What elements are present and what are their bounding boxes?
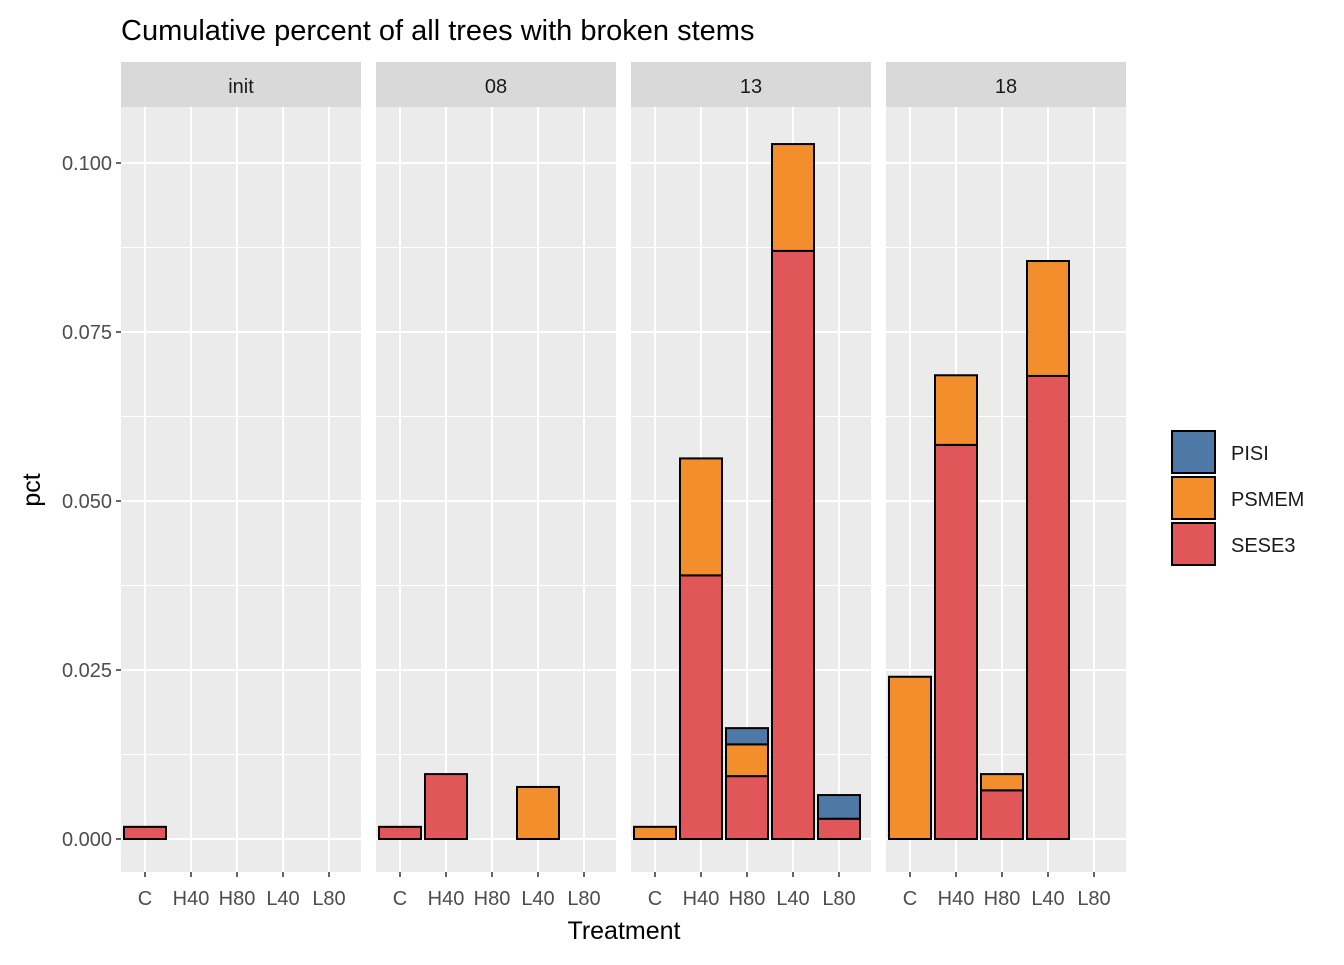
bar-segment-sese3-c	[378, 825, 422, 840]
bar-segment-pisi-l80	[817, 794, 861, 820]
panel-background	[121, 107, 361, 872]
x-tick-label: L40	[776, 888, 809, 910]
bar-segment-psmem-l40	[1026, 260, 1070, 377]
x-tick-label: C	[138, 888, 152, 910]
y-tick-label: 0.025	[62, 660, 112, 682]
legend-label: SESE3	[1231, 535, 1295, 557]
y-axis-label: pct	[18, 473, 46, 506]
bar-segment-pisi-h80	[725, 727, 769, 746]
bar-segment-psmem-l40	[771, 143, 815, 252]
bar-segment-psmem-h40	[934, 374, 978, 446]
facet-panel-13: 13 C H40 H80 L40 L80	[631, 62, 871, 910]
x-tick-label: L80	[567, 888, 600, 910]
x-tick-label: H40	[938, 888, 975, 910]
bar-segment-sese3-l80	[817, 817, 861, 840]
bar-segment-sese3-c	[123, 825, 167, 840]
bar-segment-sese3-h40	[424, 773, 468, 840]
legend-label: PSMEM	[1231, 489, 1304, 511]
bar-segment-sese3-h40	[679, 574, 723, 840]
y-axis: 0.000 0.025 0.050 0.075 0.100	[62, 153, 121, 851]
bar-segment-psmem-l40	[516, 785, 560, 840]
y-tick-label: 0.050	[62, 491, 112, 513]
x-tick-label: H80	[729, 888, 766, 910]
legend-swatch	[1171, 476, 1216, 520]
bar-segment-psmem-h80	[725, 743, 769, 778]
x-tick-label: L80	[312, 888, 345, 910]
facet-strip-label: init	[228, 76, 254, 98]
bar-segment-psmem-h80	[980, 773, 1024, 792]
legend: PISI PSMEM SESE3	[1171, 430, 1304, 566]
bar-segment-sese3-l40	[1026, 374, 1070, 840]
y-tick-label: 0.100	[62, 153, 112, 175]
facet-strip	[886, 62, 1126, 107]
facet-strip-label: 08	[485, 76, 507, 98]
facet-strip-label: 13	[740, 76, 762, 98]
bar-segment-sese3-l40	[771, 249, 815, 840]
facet-strip-label: 18	[995, 76, 1017, 98]
x-tick-label: L80	[822, 888, 855, 910]
legend-item-sese3: SESE3	[1171, 522, 1295, 566]
y-tick-label: 0.000	[62, 829, 112, 851]
legend-label: PISI	[1231, 443, 1269, 465]
legend-swatch	[1171, 430, 1216, 474]
facet-strip	[121, 62, 361, 107]
legend-swatch	[1171, 522, 1216, 566]
x-tick-label: C	[648, 888, 662, 910]
x-tick-label: L40	[266, 888, 299, 910]
bar-segment-psmem-h40	[679, 457, 723, 577]
x-tick-label: L40	[521, 888, 554, 910]
y-tick-label: 0.075	[62, 322, 112, 344]
facet-panels: init C H40 H80 L40 L80 08 C H40 H80 L40 L80 13 C H40 H8…	[121, 62, 1126, 910]
x-tick-label: H40	[428, 888, 465, 910]
x-tick-label: H40	[173, 888, 210, 910]
facet-panel-18: 18 C H40 H80 L40 L80	[886, 62, 1126, 910]
x-tick-label: L80	[1077, 888, 1110, 910]
x-tick-label: H80	[474, 888, 511, 910]
facet-strip	[631, 62, 871, 107]
facet-strip	[376, 62, 616, 107]
x-tick-label: H40	[683, 888, 720, 910]
facet-panel-init: init C H40 H80 L40 L80	[121, 62, 361, 910]
panel-background	[376, 107, 616, 872]
bar-segment-sese3-h40	[934, 443, 978, 840]
x-tick-label: C	[903, 888, 917, 910]
facet-panel-08: 08 C H40 H80 L40 L80	[376, 62, 616, 910]
bar-segment-sese3-h80	[725, 775, 769, 841]
x-tick-label: H80	[984, 888, 1021, 910]
bar-segment-psmem-c	[888, 675, 932, 841]
x-tick-label: C	[393, 888, 407, 910]
legend-item-psmem: PSMEM	[1171, 476, 1304, 520]
legend-item-pisi: PISI	[1171, 430, 1269, 474]
bar-segment-sese3-h80	[980, 789, 1024, 841]
x-axis-label: Treatment	[567, 917, 680, 945]
x-tick-label: H80	[219, 888, 256, 910]
chart-title: Cumulative percent of all trees with bro…	[121, 15, 754, 47]
bar-segment-psmem-c	[633, 825, 677, 840]
x-tick-label: L40	[1031, 888, 1064, 910]
